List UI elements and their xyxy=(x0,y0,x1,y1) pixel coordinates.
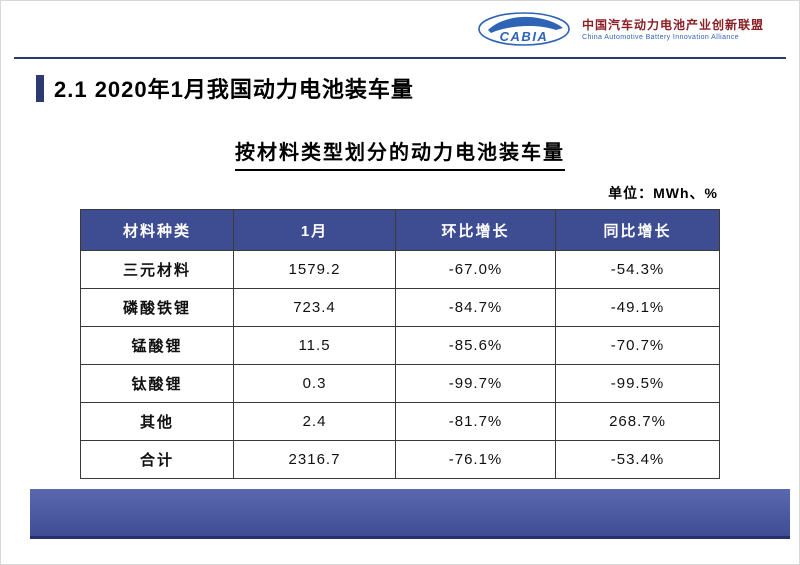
table-header: 材料种类 1月 环比增长 同比增长 xyxy=(80,209,720,251)
table-cell: 锰酸锂 xyxy=(80,326,234,365)
table-subtitle: 按材料类型划分的动力电池装车量 xyxy=(235,136,565,171)
table-cell: 723.4 xyxy=(233,288,396,327)
table-cell: 磷酸铁锂 xyxy=(80,288,234,327)
table-cell: 0.3 xyxy=(233,364,396,403)
table-cell: -99.7% xyxy=(395,364,556,403)
table-cell: -67.0% xyxy=(395,250,556,289)
table-cell: 合计 xyxy=(80,440,234,479)
table-cell: -84.7% xyxy=(395,288,556,327)
cabia-logo-text: CABIA xyxy=(500,29,549,44)
table-row: 锰酸锂 11.5 -85.6% -70.7% xyxy=(80,326,720,365)
table-cell: -49.1% xyxy=(555,288,720,327)
table-cell: 三元材料 xyxy=(80,250,234,289)
table-header-cell: 同比增长 xyxy=(555,209,720,251)
logo-org-names: 中国汽车动力电池产业创新联盟 China Automotive Battery … xyxy=(582,18,764,43)
unit-label: 单位：MWh、% xyxy=(608,185,718,201)
table-cell: 2316.7 xyxy=(233,440,396,479)
cabia-logo-icon: CABIA xyxy=(478,12,570,46)
title-accent-bar xyxy=(36,74,44,102)
table-header-cell: 1月 xyxy=(233,209,396,251)
table-header-cell: 环比增长 xyxy=(395,209,556,251)
table-cell: -99.5% xyxy=(555,364,720,403)
table-cell: 其他 xyxy=(80,402,234,441)
subtitle-wrap: 按材料类型划分的动力电池装车量 xyxy=(80,136,720,171)
table-cell: -53.4% xyxy=(555,440,720,479)
table-cell: 钛酸锂 xyxy=(80,364,234,403)
table-row: 其他 2.4 -81.7% 268.7% xyxy=(80,402,720,441)
table-cell: -81.7% xyxy=(395,402,556,441)
title-row: 2.1 2020年1月我国动力电池装车量 xyxy=(36,72,414,104)
battery-install-table: 材料种类 1月 环比增长 同比增长 三元材料 1579.2 -67.0% -54… xyxy=(80,209,720,479)
footer-bar xyxy=(30,489,790,539)
table-row: 磷酸铁锂 723.4 -84.7% -49.1% xyxy=(80,288,720,327)
logo-org-name-en: China Automotive Battery Innovation Alli… xyxy=(581,34,739,41)
table-cell: 2.4 xyxy=(233,402,396,441)
page-title: 2.1 2020年1月我国动力电池装车量 xyxy=(54,77,414,102)
table-cell: 11.5 xyxy=(233,326,396,365)
header-divider-line xyxy=(14,57,786,59)
table-cell: -70.7% xyxy=(555,326,720,365)
table-row: 钛酸锂 0.3 -99.7% -99.5% xyxy=(80,364,720,403)
table-cell: -54.3% xyxy=(555,250,720,289)
table-cell: -85.6% xyxy=(395,326,556,365)
table-cell: -76.1% xyxy=(395,440,556,479)
table-row: 合计 2316.7 -76.1% -53.4% xyxy=(80,440,720,479)
logo-org-name-cn: 中国汽车动力电池产业创新联盟 xyxy=(581,17,764,32)
table-header-row: 材料种类 1月 环比增长 同比增长 xyxy=(80,209,720,251)
table-header-cell: 材料种类 xyxy=(80,209,234,251)
table-row: 三元材料 1579.2 -67.0% -54.3% xyxy=(80,250,720,289)
table-cell: 1579.2 xyxy=(233,250,396,289)
table-body: 三元材料 1579.2 -67.0% -54.3% 磷酸铁锂 723.4 -84… xyxy=(80,250,720,479)
table-cell: 268.7% xyxy=(555,402,720,441)
logo-area: CABIA 中国汽车动力电池产业创新联盟 China Automotive Ba… xyxy=(476,10,764,50)
